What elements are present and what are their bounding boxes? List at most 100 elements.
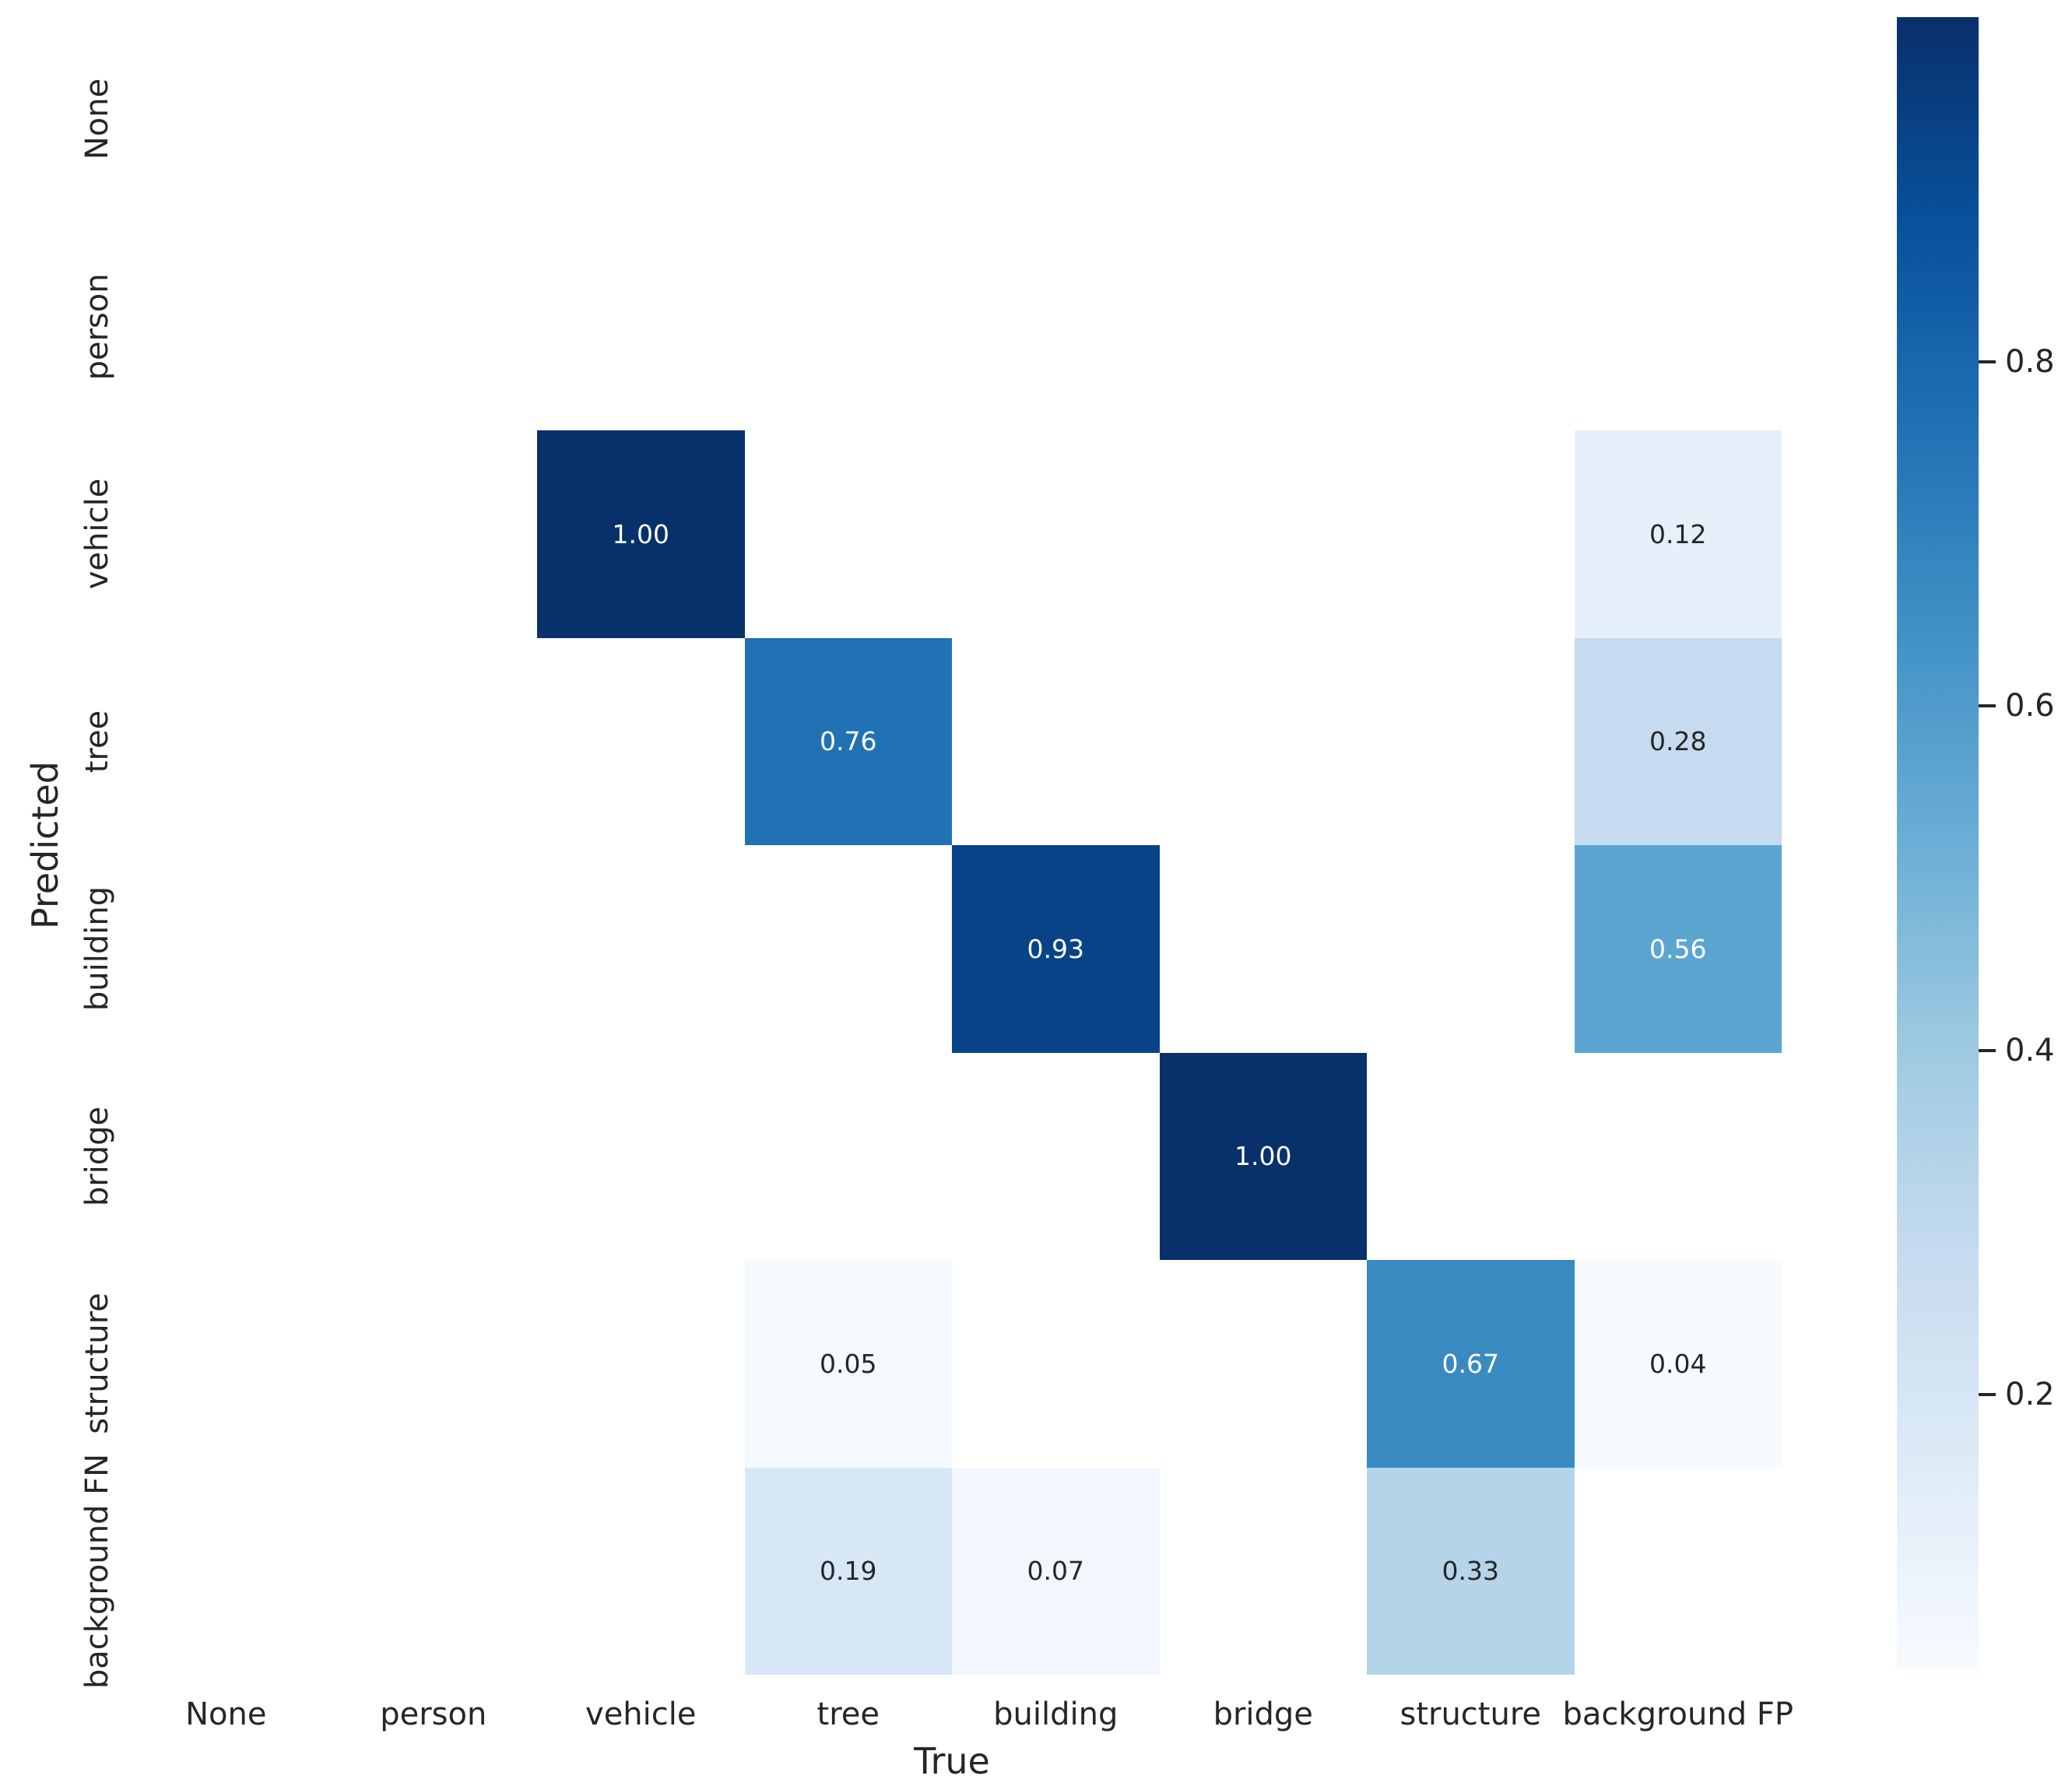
y-tick-label-building: building	[79, 886, 115, 1012]
cell-value: 0.67	[1442, 1348, 1499, 1379]
x-tick-label-person: person	[380, 1697, 487, 1732]
heatmap-cell-tree-background-FP: 0.28	[1574, 637, 1782, 845]
y-tick-label-None: None	[79, 79, 115, 160]
cell-value: 0.93	[1027, 933, 1084, 964]
heatmap-cell-vehicle-tree	[744, 430, 952, 638]
x-tick-label-structure: structure	[1399, 1697, 1542, 1732]
colorbar-tick-label: 0.8	[2005, 343, 2055, 380]
x-axis-label: True	[914, 1740, 990, 1779]
heatmap-grid: 1.00 0.12 0.76 0.28 0.93 0.56 1.00 0.05 0.67 0.04…	[122, 16, 1782, 1675]
heatmap-cell-building-person	[329, 845, 537, 1053]
heatmap-cell-background-FN-person	[329, 1467, 537, 1675]
cell-value: 0.56	[1649, 933, 1707, 964]
y-tick-label-background-FN: background FN	[79, 1453, 115, 1689]
y-tick-label-bridge: bridge	[79, 1106, 115, 1206]
x-tick-label-tree: tree	[817, 1697, 880, 1732]
colorbar-tick-mark	[1979, 360, 1996, 363]
colorbar-tick-mark	[1979, 704, 1996, 707]
heatmap-cell-bridge-structure	[1367, 1052, 1575, 1260]
heatmap-cell-background-FN-building: 0.07	[952, 1467, 1160, 1675]
cell-value: 0.33	[1442, 1556, 1499, 1587]
heatmap-cell-person-tree	[744, 223, 952, 430]
heatmap-cell-vehicle-building	[952, 430, 1160, 638]
heatmap-cell-tree-person	[329, 637, 537, 845]
heatmap-cell-tree-vehicle	[537, 637, 745, 845]
heatmap-cell-structure-vehicle	[537, 1260, 745, 1468]
y-tick-label-person: person	[79, 273, 115, 381]
heatmap-cell-vehicle-person	[329, 430, 537, 638]
colorbar-tick-label: 0.6	[2005, 688, 2055, 724]
heatmap-cell-person-person	[329, 223, 537, 430]
heatmap-cell-None-bridge	[1159, 16, 1367, 223]
heatmap-cell-structure-tree: 0.05	[744, 1260, 952, 1468]
heatmap-cell-None-vehicle	[537, 16, 745, 223]
x-tick-label-building: building	[993, 1697, 1119, 1732]
heatmap-cell-background-FN-background-FP	[1574, 1467, 1782, 1675]
heatmap-cell-bridge-vehicle	[537, 1052, 745, 1260]
y-axis-label: Predicted	[24, 761, 66, 929]
heatmap-cell-building-background-FP: 0.56	[1574, 845, 1782, 1053]
heatmap-cell-background-FN-None	[122, 1467, 330, 1675]
heatmap-cell-person-None	[122, 223, 330, 430]
heatmap-cell-vehicle-None	[122, 430, 330, 638]
heatmap-cell-structure-person	[329, 1260, 537, 1468]
cell-value: 0.76	[820, 726, 877, 757]
heatmap-cell-None-person	[329, 16, 537, 223]
heatmap-cell-None-tree	[744, 16, 952, 223]
y-tick-label-vehicle: vehicle	[79, 479, 115, 590]
x-tick-label-None: None	[185, 1697, 267, 1732]
heatmap-cell-person-structure	[1367, 223, 1575, 430]
colorbar-gradient	[1897, 17, 1979, 1670]
heatmap-cell-tree-None	[122, 637, 330, 845]
x-tick-label-vehicle: vehicle	[585, 1697, 697, 1732]
colorbar-tick-mark	[1979, 1048, 1996, 1052]
y-tick-label-structure: structure	[79, 1293, 115, 1435]
heatmap-cell-structure-structure: 0.67	[1367, 1260, 1575, 1468]
heatmap-cell-None-building	[952, 16, 1160, 223]
heatmap-cell-bridge-person	[329, 1052, 537, 1260]
x-tick-label-bridge: bridge	[1213, 1697, 1313, 1732]
heatmap-cell-building-bridge	[1159, 845, 1367, 1053]
heatmap-cell-vehicle-bridge	[1159, 430, 1367, 638]
heatmap-cell-building-structure	[1367, 845, 1575, 1053]
heatmap-cell-bridge-None	[122, 1052, 330, 1260]
heatmap-cell-building-building: 0.93	[952, 845, 1160, 1053]
heatmap-cell-person-building	[952, 223, 1160, 430]
heatmap-cell-person-bridge	[1159, 223, 1367, 430]
heatmap-cell-structure-building	[952, 1260, 1160, 1468]
heatmap-cell-None-None	[122, 16, 330, 223]
y-tick-label-tree: tree	[79, 710, 115, 773]
heatmap-cell-background-FN-vehicle	[537, 1467, 745, 1675]
heatmap-cell-tree-tree: 0.76	[744, 637, 952, 845]
heatmap-cell-vehicle-background-FP: 0.12	[1574, 430, 1782, 638]
cell-value: 0.04	[1649, 1348, 1707, 1379]
heatmap-cell-building-vehicle	[537, 845, 745, 1053]
colorbar-tick-label: 0.4	[2005, 1032, 2055, 1068]
cell-value: 0.12	[1649, 518, 1707, 549]
heatmap-cell-background-FN-structure: 0.33	[1367, 1467, 1575, 1675]
heatmap-cell-building-tree	[744, 845, 952, 1053]
cell-value: 1.00	[612, 518, 669, 549]
heatmap-cell-building-None	[122, 845, 330, 1053]
heatmap-cell-bridge-background-FP	[1574, 1052, 1782, 1260]
colorbar-tick-label: 0.2	[2005, 1377, 2055, 1412]
heatmap-cell-None-structure	[1367, 16, 1575, 223]
colorbar-tick-mark	[1979, 1393, 1996, 1396]
cell-value: 1.00	[1234, 1141, 1292, 1172]
heatmap-cell-background-FN-bridge	[1159, 1467, 1367, 1675]
heatmap-cell-tree-structure	[1367, 637, 1575, 845]
heatmap-cell-structure-background-FP: 0.04	[1574, 1260, 1782, 1468]
colorbar: 0.8 0.6 0.4 0.2	[1897, 17, 2055, 1670]
heatmap-cell-structure-bridge	[1159, 1260, 1367, 1468]
heatmap-cell-vehicle-vehicle: 1.00	[537, 430, 745, 638]
heatmap-cell-background-FN-tree: 0.19	[744, 1467, 952, 1675]
cell-value: 0.28	[1649, 726, 1707, 757]
heatmap-cell-tree-bridge	[1159, 637, 1367, 845]
cell-value: 0.19	[820, 1556, 877, 1587]
heatmap-cell-bridge-tree	[744, 1052, 952, 1260]
heatmap-cell-bridge-building	[952, 1052, 1160, 1260]
heatmap-cell-bridge-bridge: 1.00	[1159, 1052, 1367, 1260]
heatmap-cell-tree-building	[952, 637, 1160, 845]
heatmap-cell-vehicle-structure	[1367, 430, 1575, 638]
